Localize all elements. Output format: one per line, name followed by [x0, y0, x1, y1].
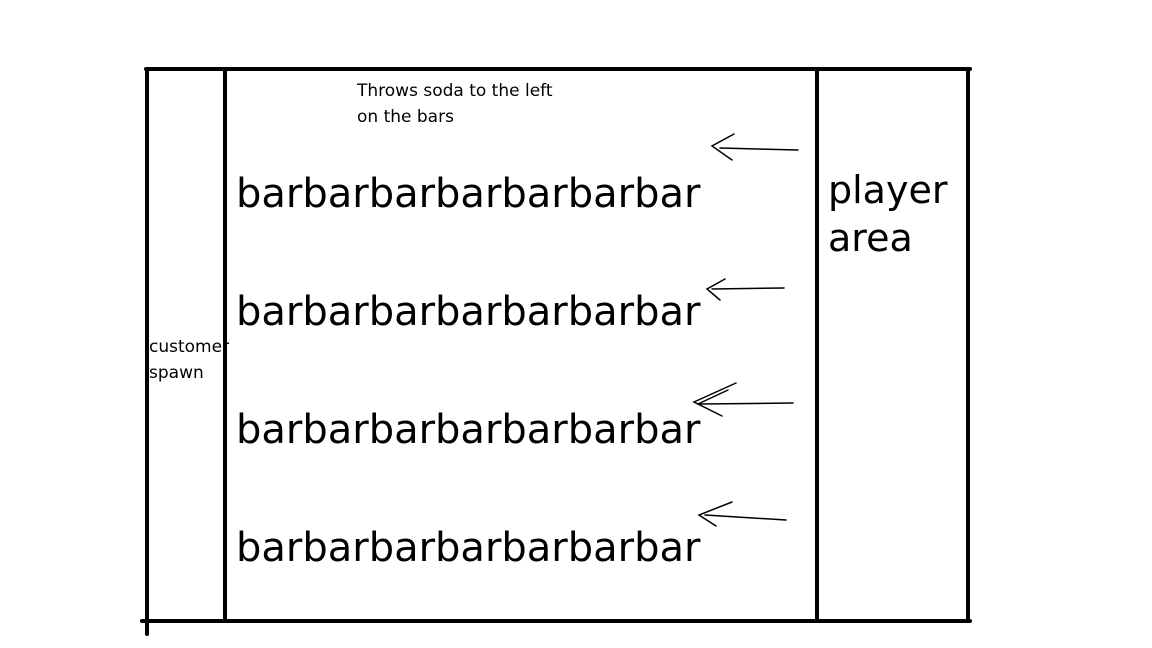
throw-arrow-1	[710, 133, 799, 161]
bar-lane-1: barbarbarbarbarbarbar	[236, 171, 701, 217]
bar-lane-4: barbarbarbarbarbarbar	[236, 525, 701, 571]
bar-lane-2: barbarbarbarbarbarbar	[236, 289, 701, 335]
player-area-label: player area	[828, 168, 948, 260]
throw-arrow-4	[697, 501, 787, 527]
customer-spawn-label: customer spawn	[149, 337, 230, 383]
throw-arrow-3	[692, 382, 794, 417]
throw-arrow-2	[705, 278, 785, 301]
throw-note-label: Throws soda to the left on the bars	[357, 81, 553, 127]
bar-lane-3: barbarbarbarbarbarbar	[236, 407, 701, 453]
